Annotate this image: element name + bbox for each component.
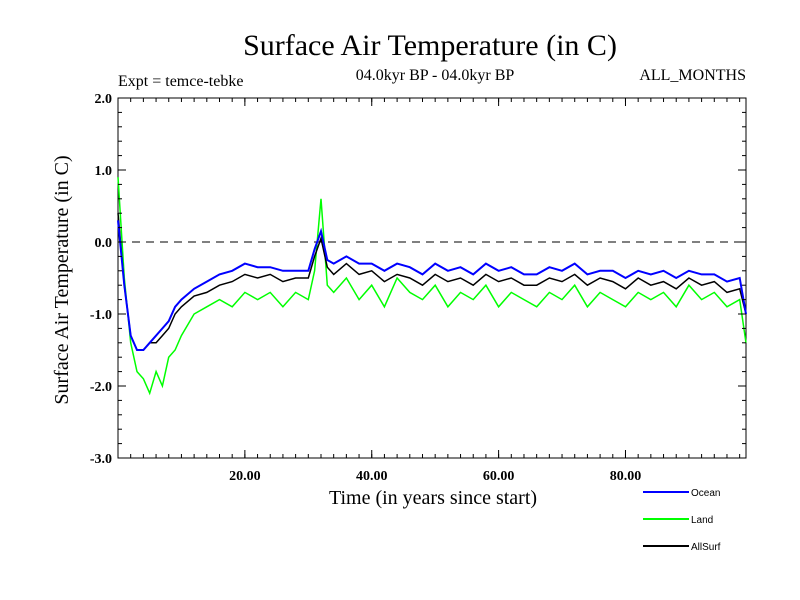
plot-area xyxy=(117,97,747,459)
x-tick-label: 80.00 xyxy=(610,469,642,484)
y-tick-label: 0.0 xyxy=(95,236,113,251)
plot-frame xyxy=(117,97,747,459)
series-line-allsurf xyxy=(117,213,747,351)
time-range-label: 04.0kyr BP - 04.0kyr BP xyxy=(356,67,515,84)
legend-label-land: Land xyxy=(691,515,713,526)
months-label: ALL_MONTHS xyxy=(639,67,746,84)
x-axis-label: Time (in years since start) xyxy=(329,487,537,509)
x-tick-label: 20.00 xyxy=(229,469,261,484)
series-line-ocean xyxy=(117,220,747,351)
legend: Ocean Land AllSurf xyxy=(643,488,721,553)
y-tick-label: -1.0 xyxy=(90,308,112,323)
series-line-land xyxy=(117,177,747,396)
y-tick-label: -3.0 xyxy=(90,452,112,467)
y-tick-label: 1.0 xyxy=(95,164,113,179)
legend-label-allsurf: AllSurf xyxy=(691,542,721,553)
x-tick-label: 60.00 xyxy=(483,469,515,484)
legend-label-ocean: Ocean xyxy=(691,488,720,499)
experiment-label: Expt = temce-tebke xyxy=(118,73,243,90)
chart-title: Surface Air Temperature (in C) xyxy=(243,29,617,62)
ticks-layer: 2.0 1.0 0.0 -1.0 -2.0 -3.0 20.00 40.00 60.00 80.0… xyxy=(90,92,746,484)
x-tick-label: 40.00 xyxy=(356,469,388,484)
y-axis-label: Surface Air Temperature (in C) xyxy=(51,155,73,404)
y-tick-label: -2.0 xyxy=(90,380,112,395)
series-layer xyxy=(117,177,747,396)
y-tick-label: 2.0 xyxy=(95,92,113,107)
